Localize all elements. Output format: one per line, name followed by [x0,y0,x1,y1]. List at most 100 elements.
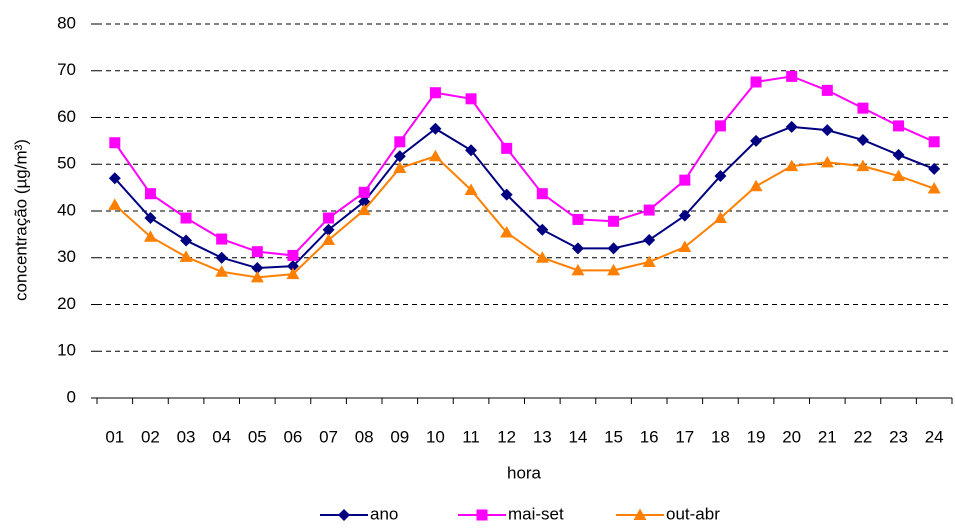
point [250,270,264,283]
point [856,159,870,172]
point [535,251,549,263]
point [286,260,299,273]
x-tick-label: 15 [604,427,623,446]
point [642,255,656,267]
x-tick-label: 01 [105,427,124,446]
point [465,144,478,157]
point [536,188,548,200]
point [608,215,620,227]
x-tick-label: 02 [141,427,160,446]
point [678,240,692,252]
point [394,136,406,148]
point [323,212,335,224]
x-tick-label: 07 [319,427,338,446]
point [571,242,584,255]
x-tick-label: 18 [711,427,730,446]
x-tick-label: 10 [426,427,445,446]
point [749,179,763,192]
point [571,263,585,276]
point [607,263,621,276]
x-tick-label: 12 [497,427,516,446]
legend-marker [633,508,647,520]
point [464,183,478,195]
point [893,120,905,132]
point [109,137,121,149]
point [786,70,798,82]
y-tick-label: 70 [57,60,76,79]
x-axis-label: hora [507,463,542,482]
x-tick-label: 14 [568,427,587,446]
x-tick-label: 22 [853,427,872,446]
point [322,223,335,236]
x-tick-label: 06 [283,427,302,446]
point [322,233,336,245]
point [678,209,691,222]
point [821,84,833,96]
x-tick-label: 16 [640,427,659,446]
point [713,211,727,224]
point [251,246,263,258]
y-tick-label: 80 [57,13,76,32]
series-line [113,75,935,257]
legend-label: out-abr [666,504,720,523]
point [393,150,406,163]
point [679,174,691,186]
x-tick-label: 19 [747,427,766,446]
point [750,134,763,147]
point [927,182,941,194]
y-tick-label: 0 [67,387,76,406]
point [357,203,371,216]
x-tick-label: 08 [355,427,374,446]
point [465,93,477,105]
point [500,188,513,201]
point [144,212,157,225]
point [714,120,726,132]
point [215,265,229,277]
y-tick-label: 30 [57,247,76,266]
legend-marker [338,509,350,521]
point [287,249,299,261]
y-tick-label: 50 [57,154,76,173]
point [857,102,869,114]
x-tick-label: 23 [889,427,908,446]
point [429,122,442,135]
point [216,233,228,245]
point [251,262,264,275]
y-tick-label: 60 [57,107,76,126]
y-tick-label: 10 [57,341,76,360]
legend-label: mai-set [508,504,564,523]
y-tick-label: 40 [57,200,76,219]
x-tick-label: 11 [462,427,480,446]
point [572,213,584,225]
point [393,161,407,173]
point [501,142,513,154]
point [108,172,121,185]
point [714,169,727,182]
point [428,149,442,162]
point [179,250,193,262]
point [180,234,193,247]
point [643,204,655,216]
point [180,212,192,224]
point [500,226,514,238]
x-tick-label: 13 [533,427,552,446]
point [215,251,228,264]
x-tick-label: 04 [212,427,231,446]
x-tick-label: 05 [248,427,267,446]
point [892,148,905,161]
point [785,159,799,172]
point [820,155,834,168]
point [785,120,798,133]
x-tick-label: 17 [675,427,694,446]
point [856,133,869,146]
y-tick-label: 20 [57,294,76,313]
point [928,136,940,148]
x-tick-label: 21 [818,427,837,446]
point [928,162,941,175]
x-tick-label: 09 [390,427,409,446]
point [143,230,157,242]
point [607,242,620,255]
legend-marker [476,509,488,521]
y-axis-label: concentração (µg/m³) [11,139,30,301]
x-tick-label: 20 [782,427,801,446]
